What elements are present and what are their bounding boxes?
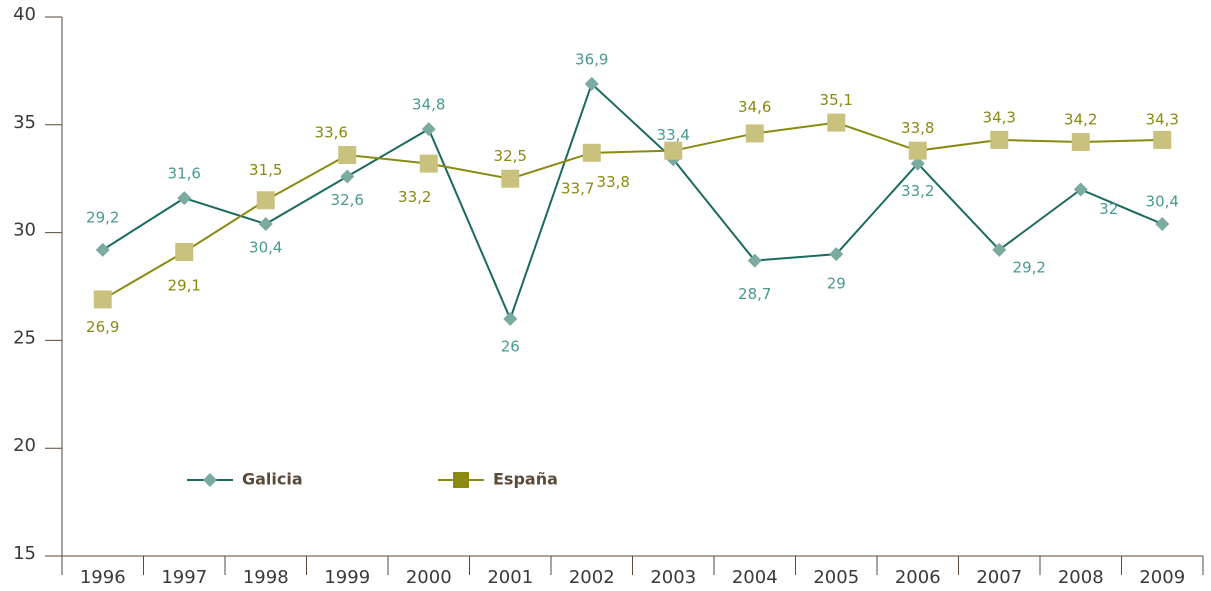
point [664, 141, 683, 160]
x-tick-label: 2001 [487, 567, 533, 588]
point [584, 76, 599, 91]
point [829, 247, 844, 262]
data-label: 26 [501, 337, 520, 355]
data-label: 34,3 [983, 108, 1016, 126]
data-label: 30,4 [249, 238, 282, 256]
x-tick-label: 2004 [732, 567, 778, 588]
data-label: 31,6 [168, 165, 201, 183]
y-tick-label: 15 [13, 543, 36, 564]
data-label: 33,6 [315, 123, 348, 141]
data-label: 33,2 [398, 188, 431, 206]
data-label: 29,2 [1013, 258, 1046, 276]
point [340, 169, 355, 184]
x-tick-label: 1998 [243, 567, 289, 588]
y-tick-label: 20 [13, 435, 36, 456]
x-tick-label: 2007 [976, 567, 1022, 588]
point [419, 154, 438, 173]
x-tick-label: 2002 [569, 567, 615, 588]
x-tick-label: 2009 [1139, 567, 1185, 588]
x-tick-label: 2006 [895, 567, 941, 588]
point [582, 143, 601, 162]
point [1071, 133, 1090, 152]
data-label: 36,9 [575, 50, 608, 68]
point [1155, 216, 1170, 231]
data-label: 29,2 [86, 208, 119, 226]
point [338, 145, 357, 164]
point [908, 141, 927, 160]
x-tick-label: 2008 [1058, 567, 1104, 588]
data-label: 34,8 [412, 96, 445, 114]
x-tick-label: 1996 [80, 567, 126, 588]
series-line [102, 82, 1163, 322]
point [1073, 182, 1088, 197]
x-tick-label: 1999 [324, 567, 370, 588]
point [503, 311, 518, 326]
data-label: 30,4 [1146, 192, 1179, 210]
legend-marker [453, 472, 469, 488]
series-line [102, 121, 1163, 301]
point [177, 191, 192, 206]
point [990, 130, 1009, 149]
x-tick-label: 1997 [161, 567, 207, 588]
data-label: 29,1 [168, 277, 201, 295]
point [421, 122, 436, 137]
data-label: 29 [827, 275, 846, 293]
point [827, 113, 846, 132]
point [747, 253, 762, 268]
data-label: 34,3 [1146, 110, 1179, 128]
point [745, 124, 764, 143]
legend-label: Galicia [242, 470, 303, 489]
data-label: 26,9 [86, 318, 119, 336]
point [93, 290, 112, 309]
y-tick-label: 40 [13, 4, 36, 25]
legend-label: España [493, 470, 558, 489]
point [95, 242, 110, 257]
data-label: 33,8 [597, 173, 630, 191]
y-tick-label: 35 [13, 112, 36, 133]
data-label: 33,8 [901, 119, 934, 137]
point [1153, 130, 1172, 149]
data-label: 32,6 [331, 191, 364, 209]
data-label: 32,5 [494, 147, 527, 165]
data-label: 31,5 [249, 161, 282, 179]
point [175, 243, 194, 262]
data-label: 34,6 [738, 98, 771, 116]
data-label: 34,2 [1064, 111, 1097, 129]
point [256, 191, 275, 210]
y-tick-label: 25 [13, 327, 36, 348]
data-label: 33,2 [901, 182, 934, 200]
data-label: 35,1 [820, 91, 853, 109]
legend-marker [203, 473, 217, 487]
data-label: 33,7 [561, 179, 594, 197]
point [258, 216, 273, 231]
x-tick-label: 2003 [650, 567, 696, 588]
point [501, 169, 520, 188]
x-tick-label: 2000 [406, 567, 452, 588]
point [910, 156, 925, 171]
data-label: 28,7 [738, 285, 771, 303]
y-tick-label: 30 [13, 220, 36, 241]
data-label: 33,4 [657, 126, 690, 144]
point [992, 242, 1007, 257]
data-label: 32 [1099, 200, 1118, 218]
x-tick-label: 2005 [813, 567, 859, 588]
